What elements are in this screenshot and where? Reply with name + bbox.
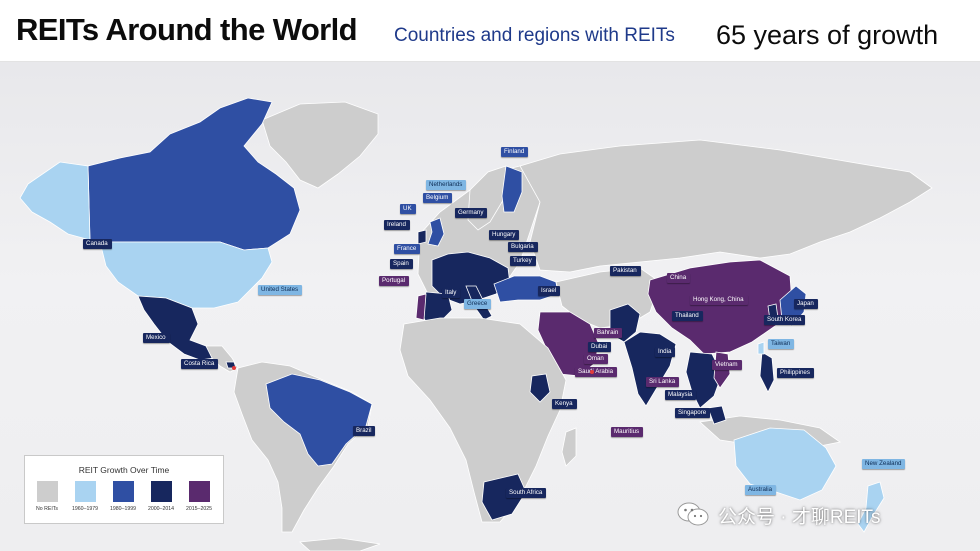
- label-singapore: Singapore: [675, 408, 711, 418]
- label-philippines: Philippines: [777, 368, 814, 378]
- label-netherlands: Netherlands: [426, 180, 467, 190]
- label-italy: Italy: [442, 288, 461, 298]
- united-states-shape: [99, 241, 273, 309]
- philippines-shape: [759, 351, 775, 393]
- label-france: France: [394, 244, 421, 254]
- legend-swatch: [36, 481, 58, 502]
- label-china: China: [667, 273, 691, 283]
- legend-item-no-reits: No REITs: [32, 481, 62, 512]
- label-new-zealand: New Zealand: [862, 459, 906, 469]
- label-brazil: Brazil: [353, 426, 376, 436]
- label-mauritius: Mauritius: [611, 427, 644, 437]
- label-greece: Greece: [464, 299, 492, 309]
- legend-item-2015-2025: 2015–2025: [184, 481, 214, 512]
- label-bahrain: Bahrain: [594, 328, 623, 338]
- label-south-korea: South Korea: [764, 315, 806, 325]
- antarctica-shape: [299, 537, 381, 551]
- label-bulgaria: Bulgaria: [508, 242, 538, 252]
- label-pakistan: Pakistan: [610, 266, 641, 276]
- label-israel: Israel: [538, 286, 561, 296]
- label-india: India: [655, 347, 676, 357]
- label-uk: UK: [400, 204, 416, 214]
- label-finland: Finland: [501, 147, 529, 157]
- china-shape: [647, 259, 793, 355]
- legend-title: REIT Growth Over Time: [78, 465, 170, 475]
- label-oman: Oman: [584, 354, 608, 364]
- legend-item-2000-2014: 2000–2014: [146, 481, 176, 512]
- label-sri-lanka: Sri Lanka: [646, 377, 680, 387]
- label-costa-rica: Costa Rica: [181, 359, 219, 369]
- legend-swatch: [112, 481, 134, 502]
- watermark: 公众号 · 才聊REITs: [676, 500, 956, 528]
- russia-shape: [519, 139, 933, 273]
- brazil-shape: [265, 373, 373, 467]
- page-subtitle: Countries and regions with REITs: [394, 25, 675, 46]
- ireland-shape: [417, 229, 427, 245]
- label-hungary: Hungary: [489, 230, 520, 240]
- label-dubai: Dubai: [588, 342, 612, 352]
- header-bar: REITs Around the World Countries and reg…: [0, 0, 980, 62]
- label-germany: Germany: [455, 208, 488, 218]
- mauritius-marker: [590, 370, 594, 374]
- legend-label: No REITs: [36, 506, 58, 512]
- label-taiwan: Taiwan: [768, 339, 795, 349]
- page-tagline: 65 years of growth: [716, 20, 939, 50]
- legend-label: 2000–2014: [148, 506, 174, 512]
- label-belgium: Belgium: [423, 193, 453, 203]
- taiwan-shape: [757, 341, 765, 355]
- world-map: Finland Netherlands Belgium Germany UK I…: [0, 62, 980, 551]
- label-ireland: Ireland: [384, 220, 410, 230]
- label-united-states: United States: [258, 285, 303, 295]
- legend-swatch: [188, 481, 210, 502]
- vietnam-shape: [713, 351, 731, 389]
- alaska-shape: [19, 161, 91, 241]
- legend-label: 2015–2025: [186, 506, 212, 512]
- label-australia: Australia: [745, 485, 777, 495]
- label-hong-kong: Hong Kong, China: [690, 295, 748, 305]
- new-zealand-shape: [857, 481, 885, 533]
- label-spain: Spain: [390, 259, 413, 269]
- uk-shape: [427, 217, 445, 247]
- finland-shape: [501, 165, 523, 213]
- greenland-shape: [261, 101, 379, 189]
- label-vietnam: Vietnam: [712, 360, 742, 370]
- world-map-shapes: [19, 97, 933, 551]
- costa-rica-marker: [232, 366, 236, 370]
- label-mexico: Mexico: [143, 333, 170, 343]
- label-canada: Canada: [83, 239, 112, 249]
- wechat-icon: [677, 502, 709, 526]
- label-portugal: Portugal: [379, 276, 410, 286]
- portugal-shape: [415, 293, 427, 321]
- label-kenya: Kenya: [552, 399, 577, 409]
- legend-item-1980-1999: 1980–1999: [108, 481, 138, 512]
- madagascar-shape: [561, 427, 577, 467]
- legend-swatch: [150, 481, 172, 502]
- legend-item-1960-1979: 1960–1979: [70, 481, 100, 512]
- legend-label: 1960–1979: [72, 506, 98, 512]
- page-title: REITs Around the World: [16, 12, 358, 47]
- legend-panel: REIT Growth Over Time No REITs 1960–1979…: [24, 455, 224, 524]
- legend-label: 1980–1999: [110, 506, 136, 512]
- label-turkey: Turkey: [510, 256, 536, 266]
- label-malaysia: Malaysia: [665, 390, 697, 400]
- australia-shape: [733, 427, 837, 501]
- kenya-shape: [529, 373, 551, 403]
- label-saudi-arabia: Saudi Arabia: [575, 367, 618, 377]
- label-thailand: Thailand: [672, 311, 703, 321]
- watermark-text: 公众号 · 才聊REITs: [718, 507, 881, 528]
- label-south-africa: South Africa: [506, 488, 547, 498]
- label-japan: Japan: [794, 299, 818, 309]
- malaysia-shape: [707, 405, 727, 425]
- south-africa-shape: [481, 473, 527, 521]
- legend-swatch: [74, 481, 96, 502]
